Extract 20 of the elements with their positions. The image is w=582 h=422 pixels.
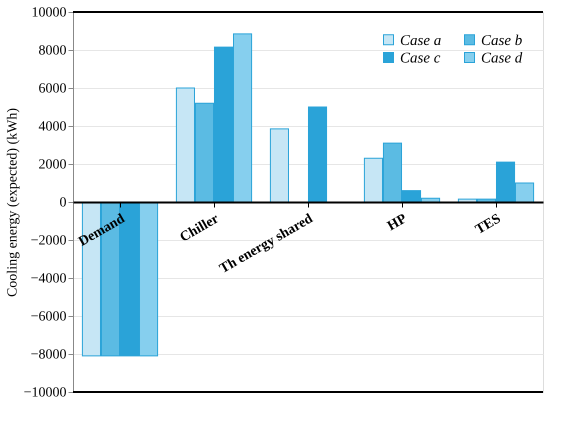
y-tick-label: 0 bbox=[60, 196, 66, 210]
y-tick-label: 10000 bbox=[32, 6, 66, 20]
legend-label: Case d bbox=[481, 50, 523, 66]
bar bbox=[308, 106, 328, 202]
x-tick-label: TES bbox=[473, 211, 504, 238]
y-tick-label: −10000 bbox=[24, 386, 66, 400]
bar bbox=[270, 128, 289, 202]
y-tick-label: 2000 bbox=[38, 158, 66, 172]
y-tick-label: −4000 bbox=[30, 272, 66, 286]
y-axis-title: Cooling energy (expected) (kWh) bbox=[6, 108, 21, 298]
legend-label: Case c bbox=[400, 50, 441, 66]
y-tick-label: 8000 bbox=[38, 44, 66, 58]
legend-label: Case a bbox=[400, 32, 442, 49]
y-tick-label: 6000 bbox=[38, 82, 66, 96]
y-tick-label: 4000 bbox=[38, 120, 66, 134]
y-tick-label: −2000 bbox=[30, 234, 66, 248]
y-tick-label: −8000 bbox=[30, 348, 66, 362]
x-tick-label: HP bbox=[385, 211, 410, 234]
y-tick-label: −6000 bbox=[30, 310, 66, 324]
legend-label: Case b bbox=[481, 32, 523, 49]
